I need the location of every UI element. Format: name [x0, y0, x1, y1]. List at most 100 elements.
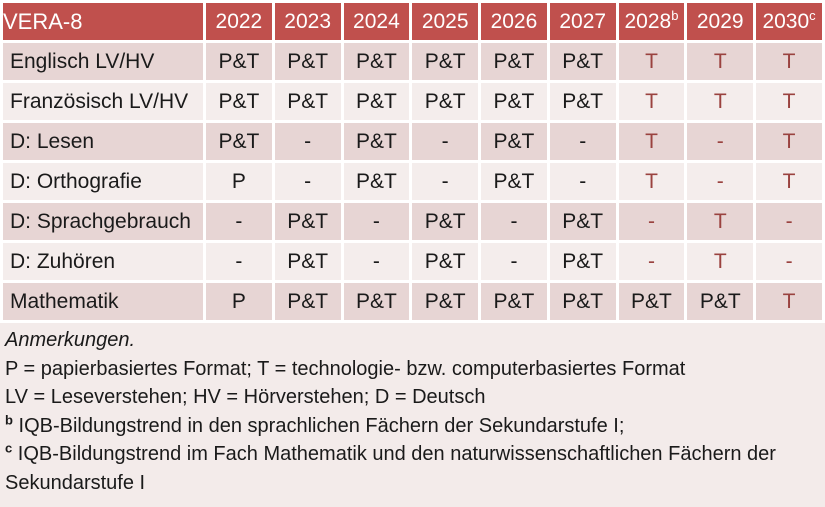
row-label: Mathematik: [3, 283, 203, 320]
footnote-c: c IQB-Bildungstrend im Fach Mathematik u…: [5, 440, 817, 497]
table-cell: P&T: [412, 243, 479, 280]
table-row: Mathematik P P&T P&T P&T P&T P&T P&T P&T T: [3, 283, 822, 320]
table-row: Französisch LV/HV P&T P&T P&T P&T P&T P&T T T T: [3, 83, 822, 120]
table-cell: P&T: [274, 203, 341, 240]
header-row: VERA-8 2022 2023 2024 2025 2026 2027 2028b 2029…: [3, 3, 822, 40]
table-cell: P&T: [412, 83, 479, 120]
table-row: D: Lesen P&T - P&T - P&T - T - T: [3, 123, 822, 160]
year-header-2029: 2029: [687, 3, 754, 40]
table-cell: P&T: [481, 43, 547, 80]
year-header-2022: 2022: [206, 3, 272, 40]
table-row: D: Sprachgebrauch - P&T - P&T - P&T - T -: [3, 203, 822, 240]
table-cell: T: [756, 83, 822, 120]
table-cell: T: [618, 43, 685, 80]
table-cell: P&T: [274, 83, 341, 120]
table-cell: -: [412, 123, 479, 160]
table-cell: P&T: [343, 123, 410, 160]
note-abbreviation-legend: LV = Leseverstehen; HV = Hörverstehen; D…: [5, 386, 486, 408]
footnote-b-text: IQB-Bildungstrend in den sprachlichen Fä…: [12, 414, 625, 437]
table-cell: P&T: [274, 283, 341, 320]
header-footnote-marker: b: [671, 7, 679, 23]
table-cell: T: [687, 243, 754, 280]
footnote-b-marker: b: [5, 411, 13, 427]
table-cell: P&T: [206, 83, 272, 120]
table-cell: -: [618, 203, 685, 240]
table-cell: P&T: [549, 43, 616, 80]
row-label: D: Orthografie: [3, 163, 203, 200]
table-cell: P&T: [412, 43, 479, 80]
table-cell: P&T: [343, 43, 410, 80]
table-cell: -: [343, 203, 410, 240]
table-cell: -: [481, 203, 547, 240]
row-label: Französisch LV/HV: [3, 83, 203, 120]
table-cell: T: [618, 123, 685, 160]
table-body: Englisch LV/HV P&T P&T P&T P&T P&T P&T T T T Franz…: [3, 43, 822, 320]
table-cell: P: [206, 283, 272, 320]
table-cell: T: [687, 83, 754, 120]
table-cell: P&T: [481, 123, 547, 160]
table-cell: -: [206, 243, 272, 280]
table-row: D: Orthografie P - P&T - P&T - T - T: [3, 163, 822, 200]
year-header-2025: 2025: [412, 3, 479, 40]
table-cell: -: [549, 163, 616, 200]
table-cell: P&T: [343, 83, 410, 120]
table-cell: T: [756, 43, 822, 80]
table-cell: P&T: [412, 203, 479, 240]
row-label: D: Sprachgebrauch: [3, 203, 203, 240]
table-cell: T: [687, 203, 754, 240]
table-cell: -: [687, 163, 754, 200]
table-cell: P&T: [343, 163, 410, 200]
year-header-2030: 2030c: [756, 3, 822, 40]
table-cell: -: [481, 243, 547, 280]
table-cell: P&T: [206, 43, 272, 80]
table-cell: T: [618, 83, 685, 120]
table-cell: P&T: [274, 43, 341, 80]
header-footnote-marker: c: [809, 7, 816, 23]
table-cell: P&T: [549, 83, 616, 120]
table-cell: -: [274, 123, 341, 160]
table-row: D: Zuhören - P&T - P&T - P&T - T -: [3, 243, 822, 280]
footnote-b: b IQB-Bildungstrend in den sprachlichen …: [5, 412, 817, 441]
vera8-table: VERA-8 2022 2023 2024 2025 2026 2027 2028b 2029…: [3, 3, 822, 320]
table-cell: P&T: [481, 283, 547, 320]
table-cell: P&T: [549, 283, 616, 320]
table-cell: P&T: [343, 283, 410, 320]
notes-heading: Anmerkungen.: [5, 329, 136, 351]
table-cell: -: [687, 123, 754, 160]
table-cell: T: [756, 163, 822, 200]
table-cell: -: [343, 243, 410, 280]
table-cell: -: [549, 123, 616, 160]
year-header-2028: 2028b: [618, 3, 685, 40]
footnote-c-text: IQB-Bildungstrend im Fach Mathematik und…: [5, 443, 776, 494]
table-cell: P&T: [618, 283, 685, 320]
table-cell: -: [412, 163, 479, 200]
table-cell: T: [756, 123, 822, 160]
table-cell: P&T: [687, 283, 754, 320]
year-header-2024: 2024: [343, 3, 410, 40]
table-cell: P&T: [549, 203, 616, 240]
notes-section: Anmerkungen. P = papierbasiertes Format;…: [0, 323, 825, 507]
year-header-2026: 2026: [481, 3, 547, 40]
note-format-legend: P = papierbasiertes Format; T = technolo…: [5, 357, 686, 380]
table-cell: P&T: [549, 243, 616, 280]
table-header: VERA-8 2022 2023 2024 2025 2026 2027 2028b 2029…: [3, 3, 822, 40]
table-cell: -: [756, 203, 822, 240]
table-cell: P&T: [481, 83, 547, 120]
table-row: Englisch LV/HV P&T P&T P&T P&T P&T P&T T T T: [3, 43, 822, 80]
table-title: VERA-8: [3, 3, 203, 40]
year-header-2027: 2027: [549, 3, 616, 40]
year-header-2023: 2023: [274, 3, 341, 40]
table-cell: -: [206, 203, 272, 240]
table-cell: P&T: [206, 123, 272, 160]
table-cell: -: [756, 243, 822, 280]
footnote-c-marker: c: [5, 440, 13, 456]
table-cell: T: [756, 283, 822, 320]
table-cell: -: [274, 163, 341, 200]
table-cell: P&T: [412, 283, 479, 320]
table-cell: T: [618, 163, 685, 200]
table-cell: P&T: [481, 163, 547, 200]
table-cell: P: [206, 163, 272, 200]
row-label: D: Lesen: [3, 123, 203, 160]
row-label: Englisch LV/HV: [3, 43, 203, 80]
table-cell: T: [687, 43, 754, 80]
